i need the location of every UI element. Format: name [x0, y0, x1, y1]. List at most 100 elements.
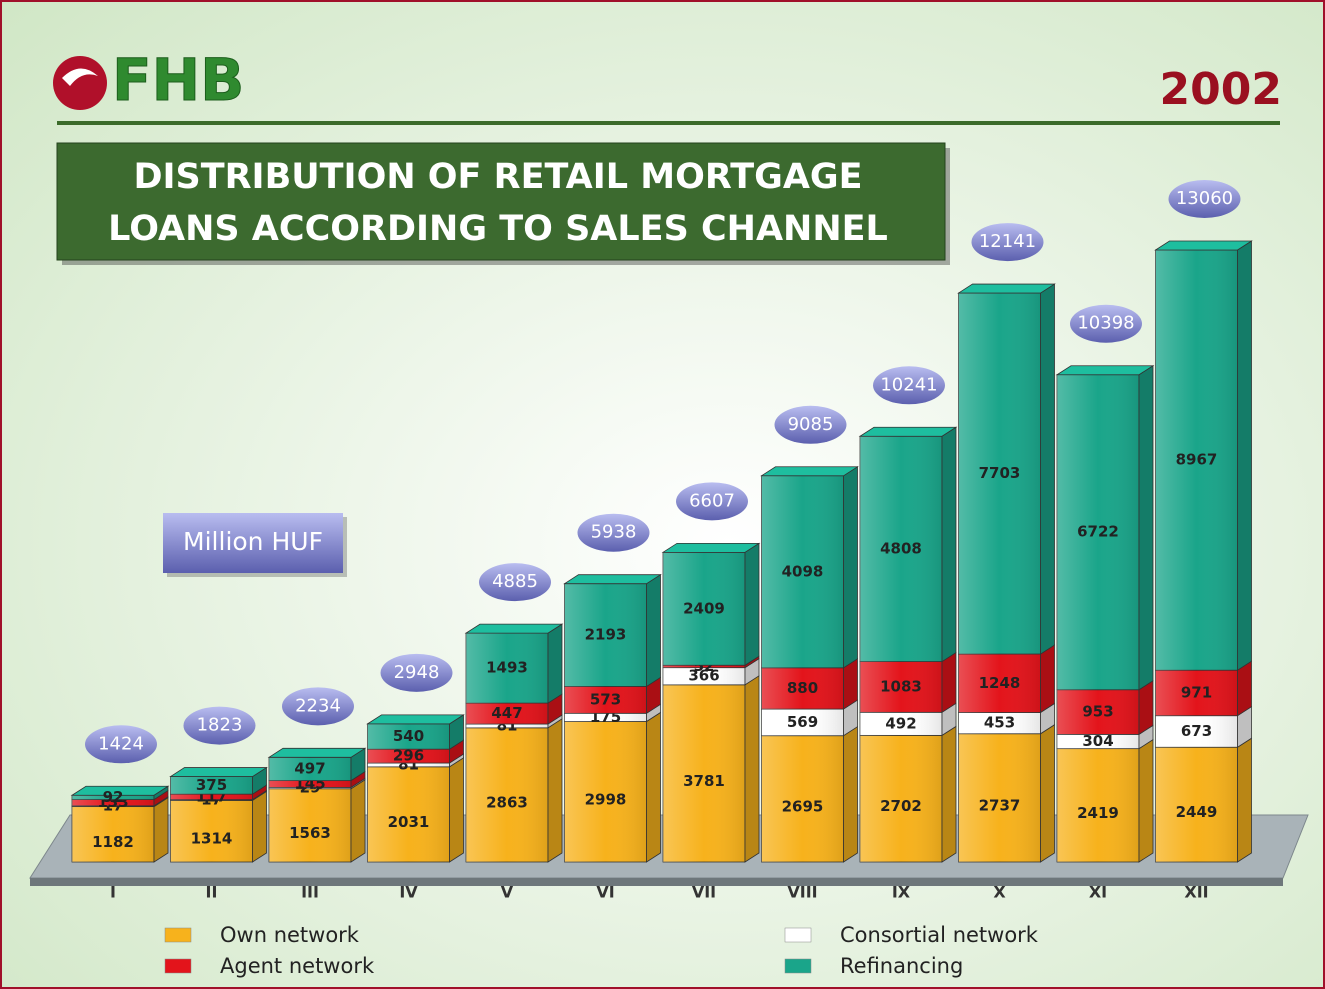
- bar-shine: [1057, 748, 1139, 862]
- data-label: 573: [590, 690, 621, 708]
- data-label: 296: [393, 747, 424, 765]
- data-label: 2449: [1176, 803, 1218, 821]
- bar-shine: [269, 780, 351, 788]
- x-tick-label: II: [206, 883, 218, 902]
- data-label: 497: [294, 759, 325, 777]
- x-tick-label: VI: [596, 883, 614, 902]
- bar-shine: [958, 712, 1041, 734]
- total-label: 6607: [689, 490, 735, 511]
- bar-shine: [564, 721, 647, 862]
- data-label: 8967: [1176, 451, 1218, 469]
- total-label: 13060: [1176, 188, 1233, 209]
- data-label: 492: [885, 714, 916, 732]
- bar-shine: [72, 799, 154, 806]
- total-badge: [1168, 180, 1241, 218]
- bar-shine: [367, 749, 450, 764]
- bar-shine: [958, 293, 1041, 655]
- bar-shine: [1057, 374, 1139, 690]
- unit-box: [163, 513, 343, 573]
- bar-shine: [1155, 250, 1238, 671]
- data-label: 2419: [1077, 804, 1119, 822]
- total-badge: [971, 223, 1044, 262]
- data-label: 6722: [1077, 523, 1119, 541]
- data-label: 2031: [388, 813, 430, 831]
- data-label: 2998: [585, 790, 627, 808]
- total-label: 12141: [979, 231, 1036, 252]
- data-label: 569: [787, 713, 818, 731]
- bar-shine: [761, 667, 844, 710]
- x-tick-label: V: [501, 883, 514, 902]
- legend-label: Agent network: [220, 954, 375, 978]
- bar-shine: [466, 703, 548, 725]
- total-label: 1424: [98, 733, 144, 754]
- bar-shine: [367, 723, 450, 750]
- total-badge: [774, 405, 847, 444]
- bar-side: [1138, 738, 1154, 863]
- bar-shine: [860, 436, 942, 662]
- bar-top: [957, 283, 1056, 294]
- total-badge: [676, 482, 748, 521]
- bar-shine: [269, 757, 351, 781]
- bar-shine: [860, 661, 942, 713]
- bar-top: [169, 767, 268, 777]
- year: 2002: [1160, 64, 1282, 115]
- bar-side: [1040, 644, 1055, 714]
- x-tick-label: X: [993, 883, 1006, 902]
- bar-shine: [170, 776, 253, 795]
- bar-side: [547, 718, 563, 863]
- bar-side: [744, 542, 760, 666]
- bar-shine: [958, 733, 1041, 862]
- bar-side: [547, 623, 563, 704]
- x-tick-label: IX: [892, 883, 911, 902]
- bar-shine: [72, 795, 154, 800]
- bar-shine: [367, 766, 450, 862]
- total-badge: [479, 563, 551, 602]
- bar-shine: [663, 684, 745, 862]
- data-label: 4098: [782, 562, 824, 580]
- bar-side: [646, 711, 661, 863]
- data-label: 2409: [683, 599, 725, 617]
- bar-shine: [1155, 670, 1238, 716]
- bar-shine: [663, 552, 745, 666]
- legend-label: Refinancing: [840, 954, 963, 978]
- bar-top: [70, 785, 170, 796]
- title-box: [56, 142, 946, 261]
- data-label: 7703: [979, 464, 1021, 482]
- data-label: 2193: [585, 626, 627, 644]
- bar-top: [366, 714, 465, 725]
- legend-swatch: [784, 927, 812, 943]
- data-label: 971: [1181, 683, 1212, 701]
- bar-side: [843, 466, 858, 669]
- bar-shine: [564, 686, 647, 714]
- data-label: 2695: [782, 797, 824, 815]
- bar-shine: [761, 475, 844, 668]
- bar-side: [1040, 724, 1055, 863]
- bar-side: [941, 725, 957, 863]
- total-badge: [1070, 304, 1142, 343]
- bar-top: [267, 747, 367, 758]
- data-label: 1182: [92, 833, 134, 851]
- chart-title: DISTRIBUTION OF RETAIL MORTGAGE: [133, 157, 862, 197]
- data-label: 953: [1082, 703, 1113, 721]
- bar-shine: [860, 735, 942, 862]
- bar-shine: [367, 763, 450, 767]
- bar-shine: [1057, 734, 1139, 749]
- x-tick-label: VIII: [787, 883, 817, 902]
- data-label: 366: [688, 667, 719, 685]
- data-label: 453: [984, 714, 1015, 732]
- x-tick-label: XI: [1089, 883, 1107, 902]
- data-label: 4808: [880, 539, 922, 557]
- bar-shine: [269, 787, 351, 789]
- bar-side: [1237, 660, 1252, 717]
- data-label: 1563: [289, 824, 331, 842]
- bar-top: [858, 426, 958, 437]
- bar-shine: [663, 665, 745, 668]
- bar-top: [1055, 365, 1155, 376]
- x-tick-label: I: [110, 883, 116, 902]
- bar-shine: [466, 727, 548, 862]
- bar-side: [941, 426, 957, 663]
- bar-top: [563, 574, 662, 585]
- legend-swatch: [164, 958, 192, 974]
- total-label: 2948: [394, 662, 440, 683]
- logo-mark: [53, 56, 107, 110]
